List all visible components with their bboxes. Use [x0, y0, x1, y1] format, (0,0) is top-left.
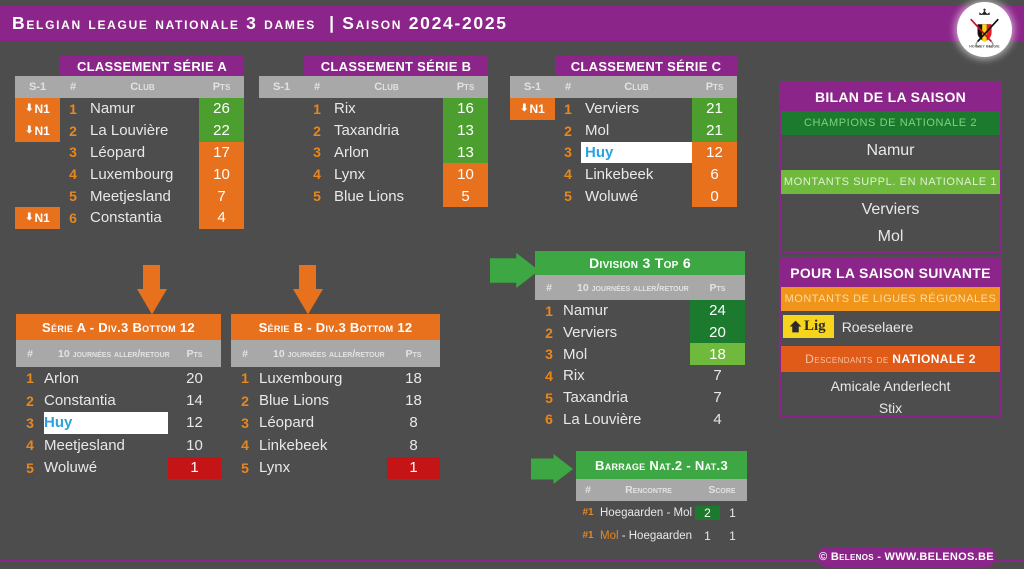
- svg-text:HOCKEY BELGIE: HOCKEY BELGIE: [969, 45, 1000, 49]
